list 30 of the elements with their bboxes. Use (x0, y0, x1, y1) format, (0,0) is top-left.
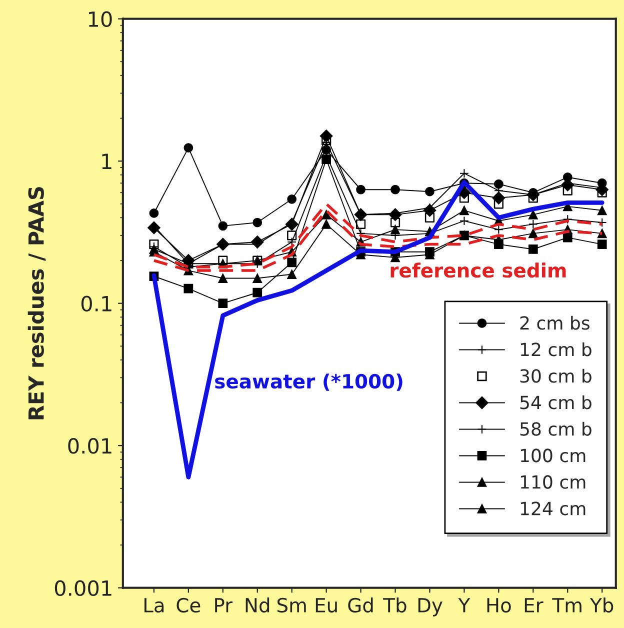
annotation: seawater (*1000) (215, 374, 402, 391)
y-tick-label: 0.1 (81, 296, 112, 312)
x-tick-label: Eu (316, 598, 337, 613)
x-tick-label: Er (524, 598, 544, 612)
x-tick-label: Sm (277, 598, 306, 613)
x-tick-label: Tb (383, 598, 406, 613)
x-tick-label: Y (458, 598, 470, 612)
legend-label: 110 cm (520, 475, 586, 489)
y-axis-title: REY residues / PAAS (28, 187, 46, 420)
legend-label: 2 cm bs (520, 316, 590, 330)
x-tick-label: Yb (590, 598, 614, 613)
x-tick-label: Tm (552, 598, 582, 612)
x-tick-label: Nd (246, 598, 270, 613)
y-tick-label: 1 (102, 154, 112, 169)
x-tick-label: Ho (487, 598, 511, 613)
legend-label: 12 cm b (520, 342, 592, 356)
legend-label: 58 cm b (520, 422, 592, 436)
x-tick-label: Dy (418, 598, 442, 616)
legend-label: 100 cm (520, 448, 586, 462)
y-tick-label: 0.001 (54, 580, 112, 596)
x-tick-label: Pr (215, 598, 233, 612)
x-tick-label: Ce (176, 598, 200, 613)
legend-label: 54 cm b (520, 395, 592, 410)
x-tick-label: La (144, 598, 164, 613)
legend-label: 124 cm (520, 502, 586, 516)
y-tick-label: 10 (88, 11, 112, 28)
legend-label: 30 cm b (520, 368, 592, 383)
annotation: reference sedim (390, 262, 566, 278)
y-tick-label: 0.01 (68, 438, 112, 454)
x-tick-label: Gd (348, 598, 373, 613)
